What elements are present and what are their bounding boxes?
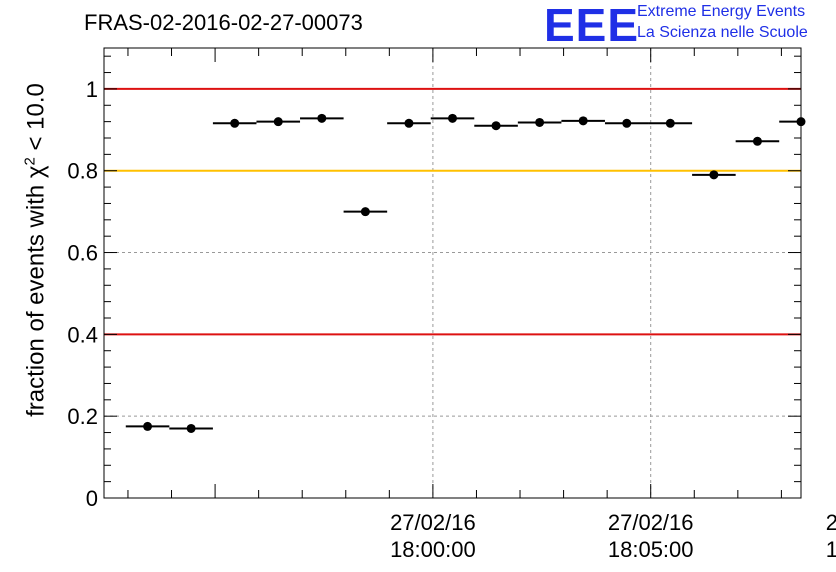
y-axis-label-prefix: fraction of events with [22,178,50,417]
grid-lines [104,48,801,498]
axes [103,47,802,499]
data-point [273,117,283,127]
x-tick-label-date: 27/02/16 [390,510,476,535]
chart-title: FRAS-02-2016-02-27-00073 [84,10,363,35]
y-tick-label: 0.4 [67,322,98,347]
data-point [535,117,545,127]
data-point [491,121,501,131]
y-tick-label: 0.2 [67,404,98,429]
data-point [665,118,675,128]
y-axis-label-sup: 2 [21,157,39,166]
data-point [796,117,806,127]
y-tick-label: 1 [86,77,98,102]
data-point [230,118,240,128]
x-tick-label-time: 18:10:00 [826,537,836,562]
eee-logo: EEE [544,0,640,51]
data-point [143,421,153,431]
data-point [709,170,719,180]
data-point [404,118,414,128]
x-tick-label-time: 18:00:00 [390,537,476,562]
data-point [752,136,762,146]
y-tick-label: 0 [86,486,98,511]
x-tick-label-time: 18:05:00 [608,537,694,562]
logo-text-line-2: La Scienza nelle Scuole [637,24,808,41]
y-axis-label-suffix: < 10.0 [22,83,50,158]
tick-labels: 00.20.40.60.8127/02/1618:00:0027/02/1618… [67,77,836,562]
y-tick-label: 0.8 [67,159,98,184]
data-point [448,113,457,123]
data-points [125,113,806,433]
data-point [317,113,327,123]
y-tick-label: 0.6 [67,241,98,266]
chi-symbol: χ [22,165,50,179]
data-point [578,116,588,126]
x-tick-label-date: 27/02/16 [608,510,694,535]
logo-text-line-1: Extreme Energy Events [637,3,806,20]
data-point [186,423,196,433]
data-point [360,207,370,217]
plot-frame [103,47,802,499]
data-point [622,118,632,128]
reference-lines [104,87,801,336]
x-tick-label-date: 27/02/16 [826,510,836,535]
